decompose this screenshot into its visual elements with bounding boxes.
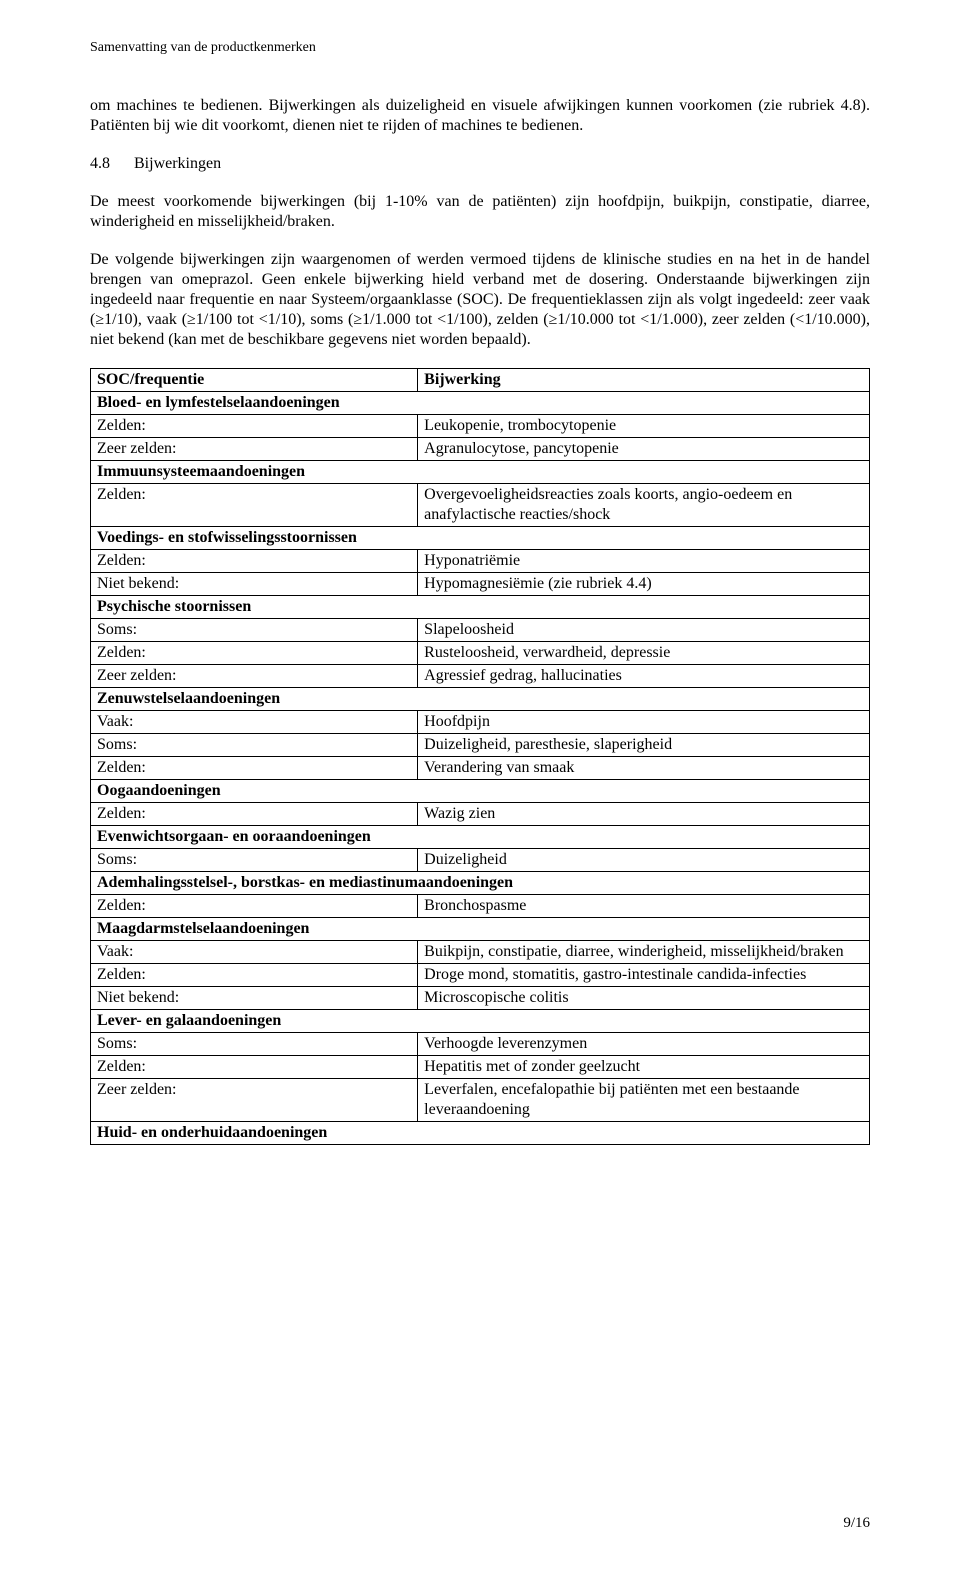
- table-cell-frequency: Zelden:: [91, 415, 418, 438]
- table-row: Zelden:Wazig zien: [91, 803, 870, 826]
- paragraph-intro: om machines te bedienen. Bijwerkingen al…: [90, 96, 870, 136]
- table-row: Zelden:Hepatitis met of zonder geelzucht: [91, 1056, 870, 1079]
- table-cell-effect: Verhoogde leverenzymen: [418, 1033, 870, 1056]
- table-row: Zelden:Overgevoeligheidsreacties zoals k…: [91, 484, 870, 527]
- table-soc-row: Voedings- en stofwisselingsstoornissen: [91, 527, 870, 550]
- table-cell-effect: Agranulocytose, pancytopenie: [418, 438, 870, 461]
- table-row: Zelden:Rusteloosheid, verwardheid, depre…: [91, 642, 870, 665]
- table-row: Niet bekend:Microscopische colitis: [91, 987, 870, 1010]
- table-soc-cell: Maagdarmstelselaandoeningen: [91, 918, 870, 941]
- table-cell-frequency: Soms:: [91, 734, 418, 757]
- table-soc-row: Evenwichtsorgaan- en ooraandoeningen: [91, 826, 870, 849]
- table-cell-frequency: Niet bekend:: [91, 573, 418, 596]
- table-cell-effect: Microscopische colitis: [418, 987, 870, 1010]
- table-row: Zelden:Hyponatriëmie: [91, 550, 870, 573]
- table-cell-frequency: Vaak:: [91, 711, 418, 734]
- table-body: SOC/frequentieBijwerkingBloed- en lymfes…: [91, 369, 870, 1145]
- page-footer: 9/16: [843, 1515, 870, 1532]
- table-soc-cell: Ademhalingsstelsel-, borstkas- en medias…: [91, 872, 870, 895]
- table-header-left: SOC/frequentie: [91, 369, 418, 392]
- table-row: Zeer zelden:Agressief gedrag, hallucinat…: [91, 665, 870, 688]
- table-soc-cell: Huid- en onderhuidaandoeningen: [91, 1122, 870, 1145]
- table-cell-effect: Duizeligheid: [418, 849, 870, 872]
- table-cell-effect: Buikpijn, constipatie, diarree, winderig…: [418, 941, 870, 964]
- table-cell-effect: Hyponatriëmie: [418, 550, 870, 573]
- table-cell-effect: Wazig zien: [418, 803, 870, 826]
- table-row: Soms:Verhoogde leverenzymen: [91, 1033, 870, 1056]
- table-soc-row: Ademhalingsstelsel-, borstkas- en medias…: [91, 872, 870, 895]
- table-cell-frequency: Zelden:: [91, 803, 418, 826]
- table-soc-row: Huid- en onderhuidaandoeningen: [91, 1122, 870, 1145]
- section-title: Bijwerkingen: [134, 155, 221, 172]
- table-row: Soms:Duizeligheid, paresthesie, slaperig…: [91, 734, 870, 757]
- table-row: Soms:Slapeloosheid: [91, 619, 870, 642]
- table-row: Zelden:Bronchospasme: [91, 895, 870, 918]
- table-cell-effect: Leukopenie, trombocytopenie: [418, 415, 870, 438]
- table-cell-effect: Agressief gedrag, hallucinaties: [418, 665, 870, 688]
- table-cell-effect: Bronchospasme: [418, 895, 870, 918]
- page-header: Samenvatting van de productkenmerken: [90, 40, 870, 56]
- section-heading: 4.8 Bijwerkingen: [90, 154, 870, 174]
- table-row: Vaak:Hoofdpijn: [91, 711, 870, 734]
- table-cell-frequency: Zeer zelden:: [91, 1079, 418, 1122]
- table-cell-frequency: Zeer zelden:: [91, 438, 418, 461]
- table-soc-cell: Lever- en galaandoeningen: [91, 1010, 870, 1033]
- table-soc-cell: Evenwichtsorgaan- en ooraandoeningen: [91, 826, 870, 849]
- table-cell-frequency: Vaak:: [91, 941, 418, 964]
- table-soc-row: Bloed- en lymfestelselaandoeningen: [91, 392, 870, 415]
- paragraph-frequency: De volgende bijwerkingen zijn waargenome…: [90, 250, 870, 350]
- table-soc-cell: Psychische stoornissen: [91, 596, 870, 619]
- table-soc-row: Zenuwstelselaandoeningen: [91, 688, 870, 711]
- table-cell-frequency: Niet bekend:: [91, 987, 418, 1010]
- table-soc-row: Psychische stoornissen: [91, 596, 870, 619]
- table-soc-row: Maagdarmstelselaandoeningen: [91, 918, 870, 941]
- table-cell-effect: Droge mond, stomatitis, gastro-intestina…: [418, 964, 870, 987]
- table-cell-effect: Hepatitis met of zonder geelzucht: [418, 1056, 870, 1079]
- table-cell-effect: Verandering van smaak: [418, 757, 870, 780]
- table-soc-cell: Immuunsysteemaandoeningen: [91, 461, 870, 484]
- table-cell-frequency: Zelden:: [91, 895, 418, 918]
- table-soc-row: Lever- en galaandoeningen: [91, 1010, 870, 1033]
- table-cell-frequency: Zelden:: [91, 550, 418, 573]
- section-number: 4.8: [90, 154, 130, 174]
- table-cell-frequency: Zelden:: [91, 642, 418, 665]
- table-row: Zeer zelden:Leverfalen, encefalopathie b…: [91, 1079, 870, 1122]
- table-soc-cell: Voedings- en stofwisselingsstoornissen: [91, 527, 870, 550]
- table-cell-effect: Rusteloosheid, verwardheid, depressie: [418, 642, 870, 665]
- table-cell-effect: Hoofdpijn: [418, 711, 870, 734]
- table-cell-frequency: Zelden:: [91, 757, 418, 780]
- table-soc-cell: Oogaandoeningen: [91, 780, 870, 803]
- table-soc-row: Immuunsysteemaandoeningen: [91, 461, 870, 484]
- adverse-effects-table: SOC/frequentieBijwerkingBloed- en lymfes…: [90, 368, 870, 1145]
- table-row: Zeer zelden:Agranulocytose, pancytopenie: [91, 438, 870, 461]
- table-row: Zelden:Verandering van smaak: [91, 757, 870, 780]
- table-cell-frequency: Soms:: [91, 849, 418, 872]
- paragraph-common: De meest voorkomende bijwerkingen (bij 1…: [90, 192, 870, 232]
- table-row: Vaak:Buikpijn, constipatie, diarree, win…: [91, 941, 870, 964]
- table-cell-effect: Overgevoeligheidsreacties zoals koorts, …: [418, 484, 870, 527]
- table-cell-frequency: Zeer zelden:: [91, 665, 418, 688]
- table-row: Zelden:Leukopenie, trombocytopenie: [91, 415, 870, 438]
- table-cell-frequency: Soms:: [91, 619, 418, 642]
- table-cell-frequency: Zelden:: [91, 484, 418, 527]
- table-cell-effect: Duizeligheid, paresthesie, slaperigheid: [418, 734, 870, 757]
- table-cell-effect: Hypomagnesiëmie (zie rubriek 4.4): [418, 573, 870, 596]
- table-header-right: Bijwerking: [418, 369, 870, 392]
- table-cell-effect: Slapeloosheid: [418, 619, 870, 642]
- table-cell-frequency: Zelden:: [91, 1056, 418, 1079]
- table-row: Zelden:Droge mond, stomatitis, gastro-in…: [91, 964, 870, 987]
- table-row: Soms:Duizeligheid: [91, 849, 870, 872]
- table-row: Niet bekend:Hypomagnesiëmie (zie rubriek…: [91, 573, 870, 596]
- table-soc-row: Oogaandoeningen: [91, 780, 870, 803]
- table-soc-cell: Zenuwstelselaandoeningen: [91, 688, 870, 711]
- table-header-row: SOC/frequentieBijwerking: [91, 369, 870, 392]
- table-soc-cell: Bloed- en lymfestelselaandoeningen: [91, 392, 870, 415]
- table-cell-frequency: Zelden:: [91, 964, 418, 987]
- table-cell-frequency: Soms:: [91, 1033, 418, 1056]
- page: Samenvatting van de productkenmerken om …: [0, 0, 960, 1572]
- table-cell-effect: Leverfalen, encefalopathie bij patiënten…: [418, 1079, 870, 1122]
